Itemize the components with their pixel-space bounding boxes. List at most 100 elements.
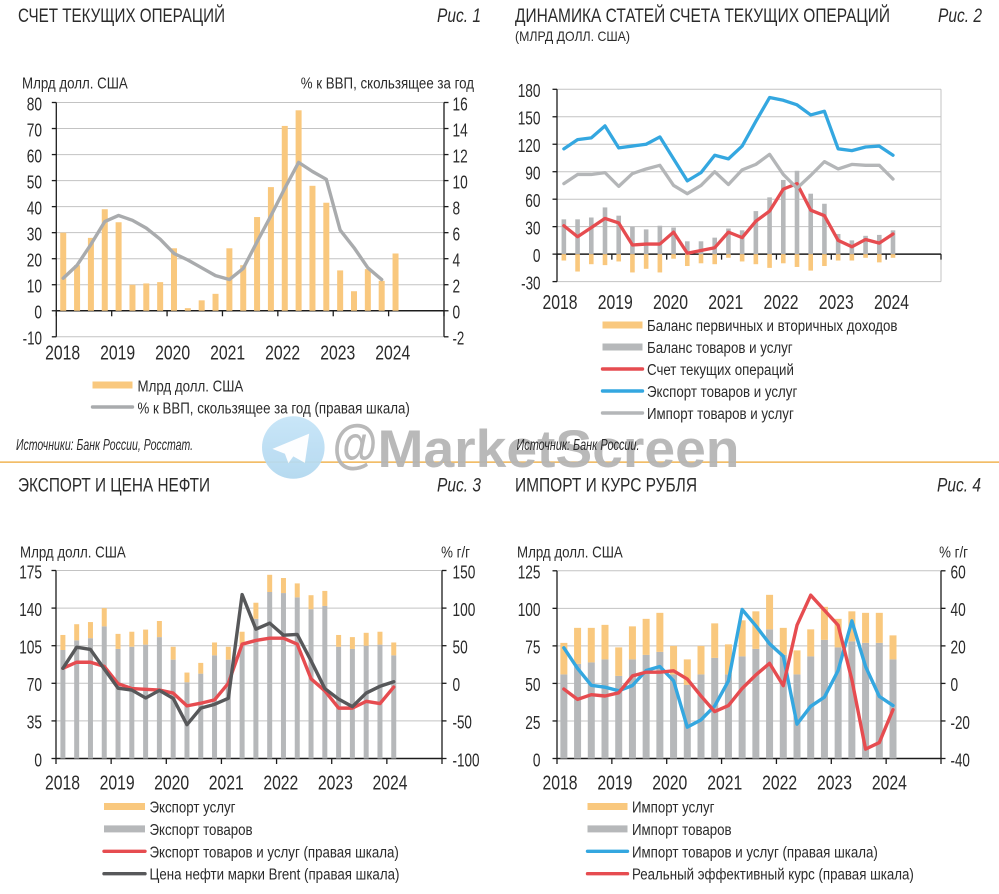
- svg-text:0: 0: [951, 674, 959, 695]
- svg-text:60: 60: [951, 562, 966, 583]
- svg-text:-2: -2: [453, 328, 465, 349]
- svg-text:50: 50: [27, 171, 42, 192]
- svg-text:140: 140: [19, 599, 42, 620]
- svg-text:2023: 2023: [320, 341, 355, 364]
- svg-text:Источник: Банк России.: Источник: Банк России.: [517, 437, 640, 454]
- svg-text:0: 0: [453, 674, 461, 695]
- svg-text:Экспорт товаров и услуг: Экспорт товаров и услуг: [647, 384, 798, 401]
- svg-text:Баланс первичных и вторичных д: Баланс первичных и вторичных доходов: [647, 318, 898, 335]
- svg-text:80: 80: [27, 93, 42, 114]
- svg-text:(МЛРД ДОЛЛ. США): (МЛРД ДОЛЛ. США): [515, 28, 630, 44]
- svg-text:20: 20: [27, 250, 42, 271]
- svg-text:Экспорт товаров: Экспорт товаров: [150, 822, 253, 839]
- svg-text:Рис. 2: Рис. 2: [938, 6, 982, 27]
- svg-text:2018: 2018: [45, 771, 80, 794]
- svg-text:20: 20: [951, 637, 966, 658]
- svg-text:@: @: [333, 414, 378, 474]
- svg-text:% к ВВП, скользящее за год (пр: % к ВВП, скользящее за год (правая шкала…: [138, 401, 410, 418]
- svg-text:2019: 2019: [598, 291, 633, 314]
- svg-text:8: 8: [453, 197, 461, 218]
- svg-text:100: 100: [518, 599, 541, 620]
- svg-text:16: 16: [453, 93, 468, 114]
- svg-text:2024: 2024: [372, 771, 407, 794]
- svg-text:Рис. 1: Рис. 1: [437, 6, 481, 27]
- svg-text:70: 70: [27, 119, 42, 140]
- svg-text:12: 12: [453, 145, 468, 166]
- svg-text:Рис. 4: Рис. 4: [937, 476, 981, 497]
- svg-text:2018: 2018: [543, 291, 578, 314]
- svg-text:-20: -20: [951, 712, 970, 733]
- svg-text:2018: 2018: [543, 771, 578, 794]
- svg-text:2022: 2022: [764, 291, 799, 314]
- svg-text:175: 175: [19, 561, 42, 582]
- svg-text:ИМПОРТ И КУРС РУБЛЯ: ИМПОРТ И КУРС РУБЛЯ: [515, 476, 697, 497]
- svg-text:-30: -30: [521, 272, 540, 293]
- svg-text:150: 150: [453, 561, 476, 582]
- svg-text:6: 6: [453, 223, 461, 244]
- svg-text:75: 75: [525, 637, 540, 658]
- svg-text:2020: 2020: [652, 771, 687, 794]
- svg-text:10: 10: [27, 276, 42, 297]
- svg-text:Млрд долл. США: Млрд долл. США: [138, 379, 244, 396]
- svg-text:СЧЕТ ТЕКУЩИХ ОПЕРАЦИЙ: СЧЕТ ТЕКУЩИХ ОПЕРАЦИЙ: [18, 5, 225, 27]
- svg-text:25: 25: [525, 712, 540, 733]
- svg-text:2019: 2019: [100, 341, 135, 364]
- svg-text:ЭКСПОРТ И ЦЕНА НЕФТИ: ЭКСПОРТ И ЦЕНА НЕФТИ: [18, 476, 210, 497]
- svg-text:35: 35: [27, 712, 42, 733]
- svg-text:2020: 2020: [154, 771, 189, 794]
- svg-text:Счет текущих операций: Счет текущих операций: [647, 362, 794, 379]
- svg-text:2023: 2023: [318, 771, 353, 794]
- svg-text:2018: 2018: [45, 341, 80, 364]
- svg-text:50: 50: [453, 637, 468, 658]
- svg-text:30: 30: [525, 217, 540, 238]
- svg-text:2023: 2023: [819, 291, 854, 314]
- svg-text:2019: 2019: [100, 771, 135, 794]
- svg-text:2019: 2019: [597, 771, 632, 794]
- svg-text:0: 0: [34, 749, 42, 770]
- svg-text:-50: -50: [453, 712, 472, 733]
- svg-text:Импорт товаров: Импорт товаров: [632, 822, 732, 839]
- svg-text:Импорт товаров и услуг (правая: Импорт товаров и услуг (правая шкала): [632, 844, 878, 861]
- svg-text:Млрд долл. США: Млрд долл. США: [22, 76, 128, 93]
- svg-text:150: 150: [518, 108, 541, 129]
- svg-text:2021: 2021: [707, 771, 742, 794]
- svg-text:2022: 2022: [263, 771, 298, 794]
- svg-text:40: 40: [27, 197, 42, 218]
- svg-text:% г/г: % г/г: [939, 545, 968, 562]
- svg-text:30: 30: [27, 223, 42, 244]
- svg-text:100: 100: [453, 599, 476, 620]
- svg-text:-10: -10: [23, 328, 42, 349]
- svg-text:105: 105: [19, 637, 42, 658]
- svg-text:2021: 2021: [708, 291, 743, 314]
- svg-text:60: 60: [525, 190, 540, 211]
- svg-text:60: 60: [27, 145, 42, 166]
- svg-text:Млрд долл. США: Млрд долл. США: [517, 545, 623, 562]
- svg-text:2024: 2024: [872, 771, 907, 794]
- svg-text:50: 50: [525, 674, 540, 695]
- svg-text:120: 120: [518, 135, 541, 156]
- svg-text:70: 70: [27, 674, 42, 695]
- svg-text:Реальный эффективный курс (пра: Реальный эффективный курс (правая шкала): [632, 867, 914, 884]
- svg-text:% к ВВП, скользящее за год: % к ВВП, скользящее за год: [301, 76, 474, 93]
- svg-text:Рис. 3: Рис. 3: [437, 476, 481, 497]
- svg-text:Импорт услуг: Импорт услуг: [632, 800, 715, 817]
- svg-text:Импорт товаров и услуг: Импорт товаров и услуг: [647, 406, 794, 423]
- svg-text:2023: 2023: [817, 771, 852, 794]
- svg-text:125: 125: [518, 562, 541, 583]
- svg-text:0: 0: [34, 302, 42, 323]
- svg-text:2024: 2024: [874, 291, 909, 314]
- svg-text:0: 0: [533, 749, 541, 770]
- svg-text:90: 90: [525, 163, 540, 184]
- svg-text:2: 2: [453, 276, 461, 297]
- svg-text:2022: 2022: [762, 771, 797, 794]
- svg-text:14: 14: [453, 119, 468, 140]
- svg-text:2021: 2021: [210, 341, 245, 364]
- svg-text:40: 40: [951, 599, 966, 620]
- svg-text:2020: 2020: [653, 291, 688, 314]
- svg-text:-40: -40: [951, 749, 970, 770]
- svg-text:Источники: Банк России, Росста: Источники: Банк России, Росстат.: [16, 437, 193, 454]
- svg-text:% г/г: % г/г: [441, 545, 470, 562]
- svg-text:0: 0: [453, 302, 461, 323]
- svg-text:2021: 2021: [209, 771, 244, 794]
- svg-text:Млрд долл. США: Млрд долл. США: [20, 545, 126, 562]
